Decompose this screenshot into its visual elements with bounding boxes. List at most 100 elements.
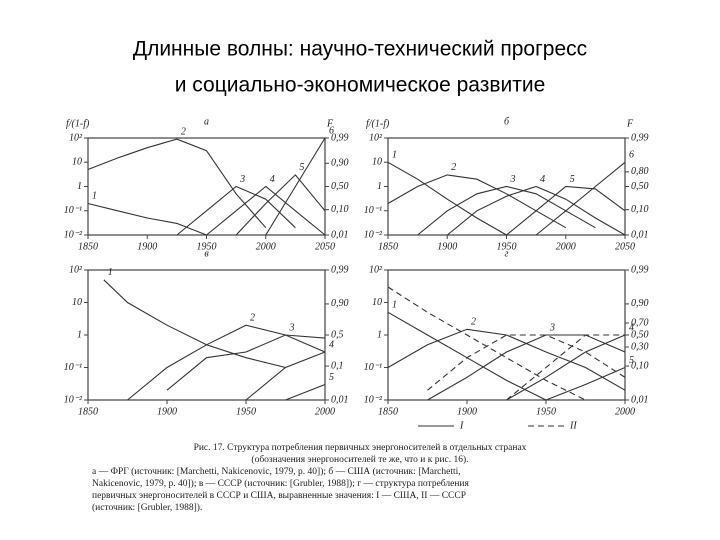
series-line: [176, 185, 296, 236]
y-tick-label: 10²: [69, 264, 83, 275]
series-label: 3: [549, 322, 555, 333]
y2-tick-label: 0,01: [331, 394, 349, 405]
series-line: [235, 174, 326, 236]
y-tick-label: 1: [377, 329, 382, 340]
caption-line: Nakicenovic, 1979, p. 40]); в — СССР (ис…: [92, 478, 470, 489]
series-label: 1: [108, 267, 113, 278]
series-label: 2: [181, 126, 186, 137]
panel-title: а: [204, 116, 209, 127]
series-label: 4: [540, 174, 545, 185]
y2-tick-label: 0,50: [631, 329, 649, 340]
series-label: 4: [329, 339, 334, 350]
y-tick-label: 1: [77, 329, 82, 340]
series-label: 5: [299, 162, 304, 173]
x-tick-label: 1950: [536, 406, 556, 417]
series-label: 5: [570, 174, 575, 185]
y-tick-label: 10²: [369, 132, 383, 143]
series-line: [285, 383, 326, 401]
y2-tick-label: 0,1: [331, 360, 344, 371]
x-tick-label: 1950: [197, 241, 217, 252]
y-tick-label: 10²: [369, 264, 383, 275]
series-label: 5: [329, 372, 334, 383]
y2-tick-label: 0,90: [331, 298, 349, 309]
y2-tick-label: 0,01: [631, 394, 649, 405]
series-line: [427, 334, 626, 401]
y-tick-label: 10⁻¹: [64, 362, 82, 373]
x-tick-label: 2050: [615, 241, 635, 252]
y2-tick-label: 0,50: [331, 181, 349, 192]
series-line: [206, 185, 326, 236]
series-label: 4: [629, 322, 634, 333]
series-line: [245, 351, 326, 401]
y2-tick-label: 0,99: [631, 132, 649, 143]
y2-tick-label: 0,10: [631, 204, 649, 215]
y2-tick-label: 0,10: [331, 204, 349, 215]
series-label: 2: [471, 317, 476, 328]
y2-axis-label: F: [626, 118, 634, 129]
x-tick-label: 1950: [236, 406, 256, 417]
x-tick-label: 1900: [157, 406, 177, 417]
y-tick-label: 10: [372, 157, 382, 168]
series-label: 3: [510, 174, 516, 185]
series-line: [103, 279, 286, 369]
y-tick-label: 10⁻¹: [364, 362, 382, 373]
series-line: [446, 185, 626, 236]
y2-tick-label: 0,80: [631, 166, 649, 177]
x-tick-label: 1850: [78, 406, 98, 417]
series-line: [265, 137, 326, 236]
x-tick-label: 1850: [78, 241, 98, 252]
series-label: 1: [392, 300, 397, 311]
x-tick-label: 2000: [615, 406, 635, 417]
y2-tick-label: 0,99: [331, 132, 349, 143]
y-tick-label: 10⁻²: [364, 229, 383, 240]
series-line: [87, 202, 207, 236]
caption-line: Рис. 17. Структура потребления первичных…: [194, 442, 527, 453]
series-line: [535, 161, 626, 236]
series-line: [387, 286, 586, 401]
y2-tick-label: 0,90: [631, 298, 649, 309]
series-label: 1: [92, 191, 97, 202]
series-line: [387, 328, 626, 391]
series-label: 6: [629, 150, 634, 161]
y2-tick-label: 0,99: [331, 264, 349, 275]
y2-tick-label: 0,5: [331, 329, 344, 340]
caption-line: (источник: [Grubler, 1988]).: [92, 502, 202, 513]
y2-tick-label: 0,70: [631, 317, 649, 328]
y-tick-label: 10²: [69, 132, 83, 143]
panel-title: в: [204, 248, 209, 259]
series-label: 6: [329, 125, 334, 136]
legend-label: I: [459, 420, 464, 431]
title-line: и социально-экономическое развитие: [175, 74, 546, 97]
x-tick-label: 1950: [497, 241, 517, 252]
caption-line: (обозначения энергоносителей те же, что …: [251, 454, 468, 465]
y2-tick-label: 0,01: [331, 229, 349, 240]
legend-label: II: [569, 420, 577, 431]
title-line: Длинные волны: научно-технический прогре…: [133, 38, 587, 61]
series-line: [387, 174, 567, 229]
series-line: [387, 161, 507, 236]
y2-tick-label: 0,10: [631, 360, 649, 371]
series-line: [87, 138, 267, 229]
series-line: [166, 334, 326, 391]
panel-title: б: [504, 116, 510, 127]
y-tick-label: 10⁻²: [364, 394, 383, 405]
x-tick-label: 2000: [556, 241, 576, 252]
y2-tick-label: 0,30: [631, 341, 649, 352]
series-line: [506, 334, 626, 401]
y-tick-label: 10: [72, 297, 82, 308]
y2-tick-label: 0,01: [631, 229, 649, 240]
x-tick-label: 1850: [378, 406, 398, 417]
y-tick-label: 1: [377, 181, 382, 192]
series-label: 3: [239, 174, 245, 185]
series-line: [427, 334, 626, 391]
panel-title: г: [505, 248, 509, 259]
caption-line: первичных энергоносителей в СССР и США, …: [92, 490, 466, 501]
y-tick-label: 10: [372, 297, 382, 308]
x-tick-label: 2000: [256, 241, 276, 252]
series-line: [506, 334, 625, 401]
y2-tick-label: 0,99: [631, 264, 649, 275]
y2-axis-label: F: [326, 118, 334, 129]
series-line: [127, 324, 326, 401]
y-tick-label: 10: [72, 157, 82, 168]
